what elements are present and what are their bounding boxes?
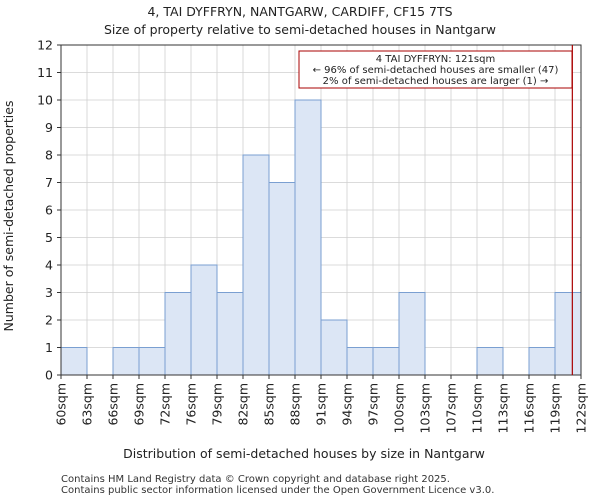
y-tick-label: 12 xyxy=(37,38,53,53)
bar xyxy=(190,264,218,376)
bar xyxy=(294,99,322,376)
x-tick-label: 94sqm xyxy=(340,383,355,426)
annotation-line3: 2% of semi-detached houses are larger (1… xyxy=(323,76,549,87)
y-tick-label: 7 xyxy=(45,175,53,190)
x-tick-label: 69sqm xyxy=(132,383,147,426)
x-tick-label: 82sqm xyxy=(236,383,251,426)
property-annotation: 4 TAI DYFFRYN: 121sqm ← 96% of semi-deta… xyxy=(298,50,573,89)
x-tick-label: 119sqm xyxy=(548,383,563,433)
x-tick-label: 97sqm xyxy=(366,383,381,426)
bar xyxy=(164,292,192,376)
footer-line2: Contains public sector information licen… xyxy=(61,485,495,496)
chart-title-line2: Size of property relative to semi-detach… xyxy=(103,22,497,37)
bar xyxy=(320,319,348,376)
bar xyxy=(372,347,400,376)
bar xyxy=(476,347,504,376)
y-tick-label: 6 xyxy=(45,203,53,218)
y-axis-label: Number of semi-detached properties xyxy=(1,101,16,332)
y-tick-label: 2 xyxy=(45,313,53,328)
x-tick-label: 116sqm xyxy=(522,383,537,433)
bar xyxy=(112,347,140,376)
bar xyxy=(268,182,296,376)
chart-title-line1: 4, TAI DYFFRYN, NANTGARW, CARDIFF, CF15 … xyxy=(147,4,453,19)
bars xyxy=(60,99,582,376)
x-tick-label: 110sqm xyxy=(470,383,485,433)
x-tick-label: 88sqm xyxy=(288,383,303,426)
footer-line1: Contains HM Land Registry data © Crown c… xyxy=(61,474,450,485)
bar xyxy=(398,292,426,376)
y-tick-label: 3 xyxy=(45,285,53,300)
footer: Contains HM Land Registry data © Crown c… xyxy=(61,474,494,496)
y-tick-label: 0 xyxy=(45,368,53,383)
y-tick-label: 8 xyxy=(45,148,53,163)
x-tick-label: 79sqm xyxy=(210,383,225,426)
x-axis-label: Distribution of semi-detached houses by … xyxy=(123,446,485,461)
bar xyxy=(216,292,244,376)
y-tick-label: 1 xyxy=(45,340,53,355)
annotation-line1: 4 TAI DYFFRYN: 121sqm xyxy=(376,54,495,65)
x-tick-label: 76sqm xyxy=(184,383,199,426)
bar xyxy=(138,347,166,376)
x-tick-label: 63sqm xyxy=(80,383,95,426)
x-tick-label: 107sqm xyxy=(444,383,459,433)
x-tick-label: 60sqm xyxy=(54,383,69,426)
x-tick-label: 72sqm xyxy=(158,383,173,426)
bar xyxy=(554,292,582,376)
bar xyxy=(346,347,374,376)
x-tick-label: 66sqm xyxy=(106,383,121,426)
annotation-box xyxy=(298,50,573,89)
y-tick-label: 11 xyxy=(37,65,53,80)
x-tick-label: 85sqm xyxy=(262,383,277,426)
y-tick-label: 4 xyxy=(45,258,53,273)
bar xyxy=(528,347,556,376)
x-tick-label: 91sqm xyxy=(314,383,329,426)
bar xyxy=(242,154,270,376)
bar xyxy=(60,347,88,376)
y-tick-label: 10 xyxy=(37,93,53,108)
y-tick-label: 5 xyxy=(45,230,53,245)
x-tick-label: 100sqm xyxy=(392,383,407,433)
x-tick-label: 103sqm xyxy=(418,383,433,433)
x-tick-label: 122sqm xyxy=(574,383,589,433)
annotation-line2: ← 96% of semi-detached houses are smalle… xyxy=(313,65,559,76)
x-axis-ticks: 60sqm 63sqm 66sqm 69sqm 72sqm 76sqm 79sqm 82sqm… xyxy=(54,375,589,433)
x-tick-label: 113sqm xyxy=(496,383,511,433)
y-tick-label: 9 xyxy=(45,120,53,135)
chart-title: 4, TAI DYFFRYN, NANTGARW, CARDIFF, CF15 … xyxy=(0,3,600,39)
